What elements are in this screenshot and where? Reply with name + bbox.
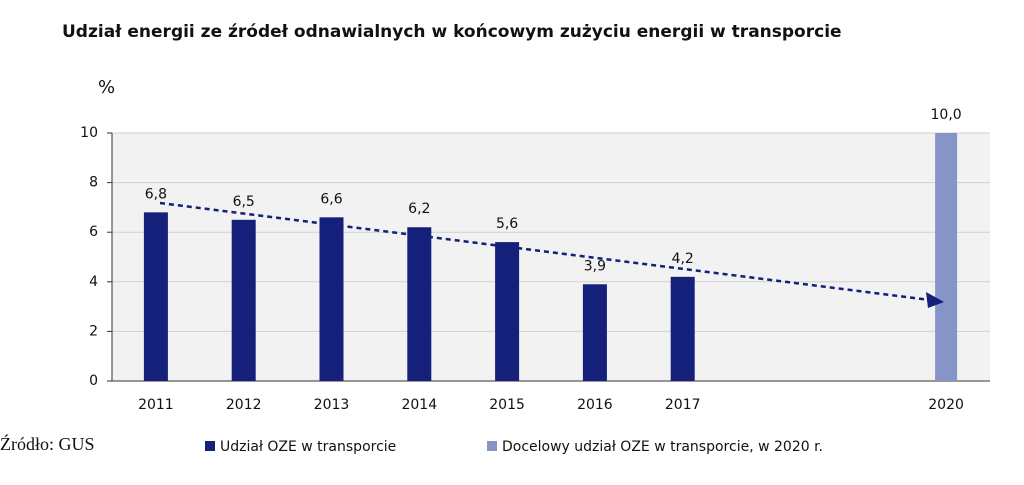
bar xyxy=(143,212,168,381)
bar xyxy=(935,133,958,381)
value-label: 10,0 xyxy=(931,107,962,123)
value-label: 4,2 xyxy=(672,251,694,267)
x-tick-label: 2020 xyxy=(928,397,964,413)
y-tick-label: 8 xyxy=(89,175,98,191)
bar xyxy=(670,276,695,381)
plot-background xyxy=(112,133,990,381)
value-label: 5,6 xyxy=(496,216,518,232)
bar xyxy=(407,227,432,381)
y-tick-label: 10 xyxy=(80,125,98,141)
source: Źródło: GUS xyxy=(0,433,95,454)
x-tick-label: 2016 xyxy=(577,397,613,413)
x-tick-label: 2017 xyxy=(665,397,701,413)
x-tick-label: 2013 xyxy=(314,397,350,413)
y-axis-label: % xyxy=(98,77,115,98)
bar xyxy=(495,242,520,381)
y-tick-label: 0 xyxy=(89,373,98,389)
trend-arrowhead xyxy=(926,292,944,308)
legend-swatch xyxy=(487,441,497,451)
value-label: 6,5 xyxy=(233,194,255,210)
x-tick-label: 2011 xyxy=(138,397,174,413)
x-tick-label: 2012 xyxy=(226,397,262,413)
value-label: 6,2 xyxy=(408,201,430,217)
y-tick-label: 6 xyxy=(89,224,98,240)
value-label: 6,6 xyxy=(320,191,342,207)
x-tick-label: 2014 xyxy=(401,397,437,413)
bar xyxy=(319,217,344,381)
chart-title: Udział energii ze źródeł odnawialnych w … xyxy=(62,22,842,42)
bar xyxy=(231,219,256,381)
y-tick-label: 4 xyxy=(89,274,98,290)
legend-swatch xyxy=(205,441,215,451)
legend-label: Udział OZE w transporcie xyxy=(220,439,396,455)
value-label: 3,9 xyxy=(584,258,606,274)
trend-arrow xyxy=(159,201,931,302)
x-tick-label: 2015 xyxy=(489,397,525,413)
y-tick-label: 2 xyxy=(89,323,98,339)
bar xyxy=(582,284,607,381)
legend-label: Docelowy udział OZE w transporcie, w 202… xyxy=(502,439,823,455)
value-label: 6,8 xyxy=(145,186,167,202)
